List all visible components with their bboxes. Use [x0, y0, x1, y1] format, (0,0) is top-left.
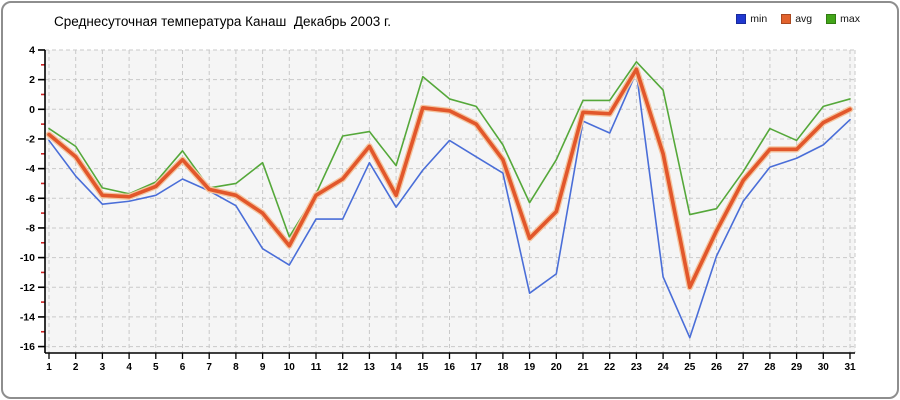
svg-text:20: 20 — [551, 362, 563, 373]
svg-text:24: 24 — [658, 362, 670, 373]
svg-text:28: 28 — [764, 362, 776, 373]
svg-text:18: 18 — [497, 362, 509, 373]
svg-text:6: 6 — [180, 362, 186, 373]
svg-text:16: 16 — [444, 362, 456, 373]
svg-text:-6: -6 — [26, 193, 35, 205]
svg-text:2: 2 — [29, 74, 35, 86]
svg-text:7: 7 — [206, 362, 212, 373]
svg-text:5: 5 — [153, 362, 159, 373]
svg-text:0: 0 — [29, 104, 35, 116]
svg-text:-14: -14 — [20, 311, 35, 323]
svg-text:8: 8 — [233, 362, 239, 373]
legend-item-min: min — [736, 13, 767, 25]
svg-text:17: 17 — [471, 362, 483, 373]
svg-text:31: 31 — [844, 362, 856, 373]
svg-text:27: 27 — [738, 362, 750, 373]
svg-text:11: 11 — [311, 362, 322, 373]
svg-text:23: 23 — [631, 362, 643, 373]
min-series-swatch-icon — [736, 14, 747, 24]
svg-text:1: 1 — [46, 362, 52, 373]
svg-text:-8: -8 — [26, 222, 35, 234]
svg-text:-16: -16 — [20, 341, 35, 353]
svg-text:-10: -10 — [20, 252, 35, 264]
svg-text:10: 10 — [284, 362, 296, 373]
legend-label-min: min — [750, 13, 768, 25]
svg-text:21: 21 — [577, 362, 589, 373]
svg-text:-12: -12 — [20, 282, 35, 294]
chart-legend: min avg max — [736, 13, 860, 25]
svg-text:14: 14 — [391, 362, 403, 373]
svg-text:15: 15 — [417, 362, 429, 373]
svg-text:9: 9 — [260, 362, 266, 373]
legend-label-max: max — [840, 13, 860, 25]
legend-item-avg: avg — [781, 13, 812, 25]
svg-text:3: 3 — [100, 362, 106, 373]
svg-text:30: 30 — [818, 362, 830, 373]
svg-text:13: 13 — [364, 362, 376, 373]
svg-text:-2: -2 — [26, 133, 35, 145]
legend-item-max: max — [826, 13, 860, 25]
svg-text:22: 22 — [604, 362, 616, 373]
svg-text:4: 4 — [29, 44, 35, 56]
chart-title: Среднесуточная температура Канаш Декабрь… — [54, 14, 392, 29]
svg-text:25: 25 — [684, 362, 696, 373]
legend-label-avg: avg — [795, 13, 813, 25]
svg-text:-4: -4 — [26, 163, 35, 175]
svg-text:19: 19 — [524, 362, 536, 373]
svg-text:4: 4 — [126, 362, 132, 373]
svg-text:2: 2 — [73, 362, 79, 373]
svg-text:26: 26 — [711, 362, 723, 373]
svg-text:12: 12 — [337, 362, 349, 373]
max-series-swatch-icon — [826, 14, 837, 24]
avg-series-swatch-icon — [781, 14, 792, 24]
svg-text:29: 29 — [791, 362, 803, 373]
